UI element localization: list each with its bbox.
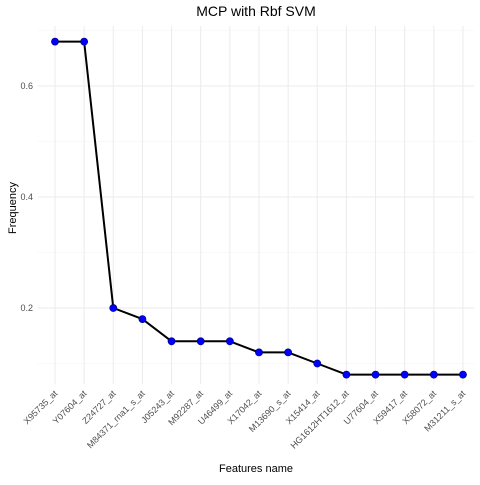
data-point	[109, 304, 118, 312]
data-point	[167, 337, 176, 346]
data-point	[342, 370, 351, 379]
y-tick-label: 0.2	[20, 303, 33, 313]
data-point	[255, 348, 263, 357]
y-axis-title: Frequency	[7, 182, 19, 234]
data-point	[196, 337, 205, 346]
y-tick-label: 0.6	[20, 81, 33, 91]
data-point	[371, 370, 380, 379]
grid-lines	[38, 26, 474, 384]
y-tick-label: 0.4	[20, 192, 33, 202]
data-point	[80, 37, 89, 46]
x-tick-label: M84371_rna1_s_at	[85, 388, 147, 450]
data-point	[138, 315, 147, 323]
x-axis-ticks: X95735_atY07604_atZ24727_atM84371_rna1_s…	[22, 388, 468, 451]
y-axis-ticks: 0.2 0.4 0.6	[20, 81, 33, 313]
data-point	[429, 370, 438, 379]
data-point	[313, 359, 322, 368]
x-axis-title: Features name	[219, 463, 293, 475]
data-point	[459, 370, 467, 379]
chart-title: MCP with Rbf SVM	[196, 3, 316, 19]
data-point	[284, 348, 293, 357]
data-point	[225, 337, 234, 346]
data-point	[51, 37, 59, 46]
data-point	[400, 370, 409, 379]
data-points	[51, 37, 467, 379]
